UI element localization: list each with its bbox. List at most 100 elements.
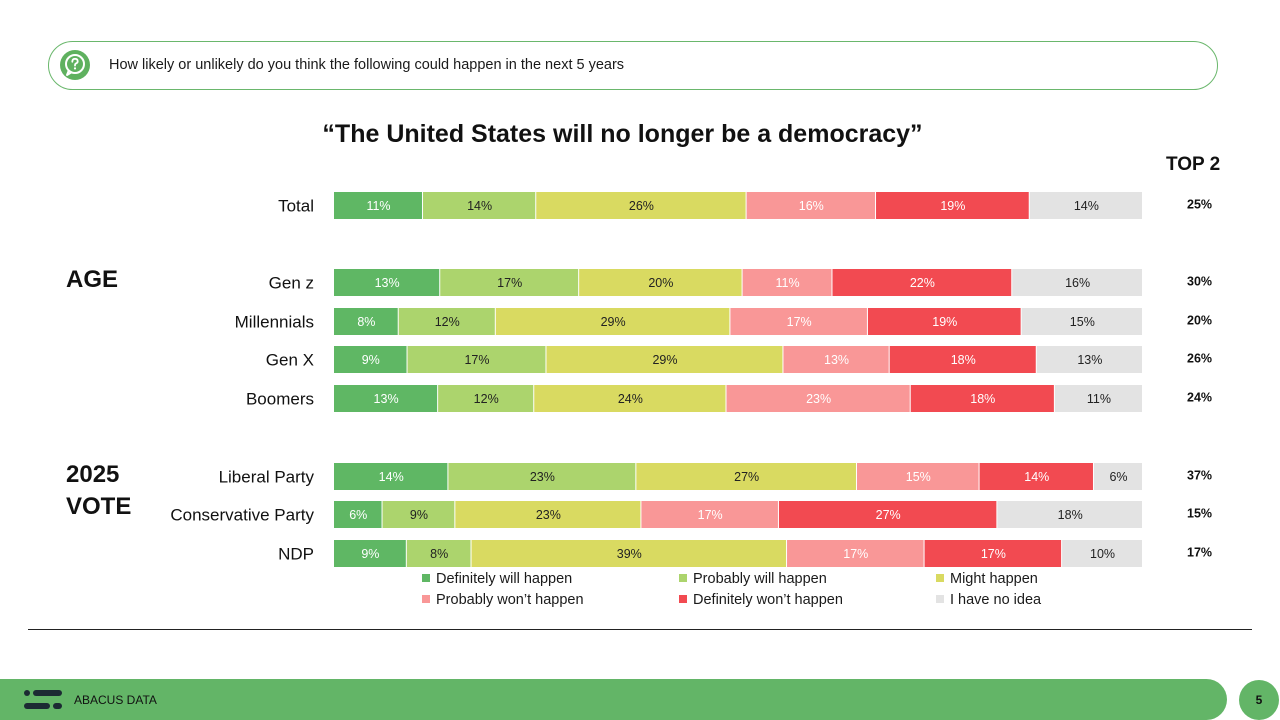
legend-label: Probably will happen (693, 571, 827, 587)
bar-segment-total-i-have-no-idea (1029, 192, 1142, 219)
category-label-gen-x: Gen X (266, 351, 314, 370)
legend-swatch (679, 595, 687, 603)
bar-segment-liberal-party-probably-will-happen (448, 463, 636, 490)
bar-segment-total-probably-will-happen (422, 192, 536, 219)
data-label-millennials-might-happen: 29% (601, 315, 626, 329)
bar-segment-millennials-definitely-won-t-happen (867, 308, 1021, 335)
data-label-liberal-party-probably-won-t-happen: 15% (906, 470, 931, 484)
data-label-liberal-party-definitely-won-t-happen: 14% (1024, 470, 1049, 484)
bar-segment-gen-x-definitely-will-happen (334, 346, 407, 373)
data-label-ndp-definitely-will-happen: 9% (361, 547, 379, 561)
bar-segment-liberal-party-definitely-won-t-happen (979, 463, 1093, 490)
section-label-vote: 2025 VOTE (66, 461, 132, 520)
question-text: How likely or unlikely do you think the … (109, 57, 625, 73)
data-label-gen-z-might-happen: 20% (648, 276, 673, 290)
bar-segment-gen-x-might-happen (546, 346, 783, 373)
stacked-bar-chart: Total 11% 14% 26% 16% 19% 14% 25% Gen z 13% 17% 20%… (170, 192, 1212, 567)
top2-value-conservative-party: 15% (1187, 507, 1212, 521)
bar-segment-boomers-definitely-will-happen (334, 385, 438, 412)
data-label-liberal-party-i-have-no-idea: 6% (1109, 470, 1127, 484)
bar-segment-gen-x-probably-will-happen (407, 346, 546, 373)
data-label-conservative-party-definitely-will-happen: 6% (349, 508, 367, 522)
data-label-gen-x-i-have-no-idea: 13% (1077, 353, 1102, 367)
legend-swatch (422, 574, 430, 582)
question-chat-icon (60, 50, 90, 80)
legend-swatch (422, 595, 430, 603)
top2-header: TOP 2 (1166, 154, 1221, 175)
bar-segment-ndp-probably-will-happen (406, 540, 471, 567)
question-box: How likely or unlikely do you think the … (48, 41, 1218, 90)
bar-segment-gen-z-probably-will-happen (440, 269, 579, 296)
bar-segment-boomers-might-happen (534, 385, 726, 412)
legend-item-might-happen: Might happen (936, 570, 1038, 588)
bar-segment-ndp-might-happen (471, 540, 787, 567)
bar-segment-gen-z-definitely-will-happen (334, 269, 440, 296)
data-label-boomers-might-happen: 24% (618, 392, 643, 406)
bar-segment-ndp-i-have-no-idea (1062, 540, 1142, 567)
data-label-ndp-i-have-no-idea: 10% (1090, 547, 1115, 561)
data-label-gen-z-definitely-will-happen: 13% (375, 276, 400, 290)
bar-segment-conservative-party-probably-won-t-happen (641, 501, 778, 528)
bar-segment-gen-z-probably-won-t-happen (742, 269, 832, 296)
data-label-ndp-definitely-won-t-happen: 17% (981, 547, 1006, 561)
data-label-conservative-party-probably-will-happen: 9% (410, 508, 428, 522)
category-label-boomers: Boomers (246, 390, 314, 409)
data-label-total-probably-won-t-happen: 16% (799, 199, 824, 213)
data-label-gen-z-probably-will-happen: 17% (497, 276, 522, 290)
data-label-total-might-happen: 26% (629, 199, 654, 213)
bar-segment-conservative-party-definitely-won-t-happen (778, 501, 997, 528)
top2-value-gen-z: 30% (1187, 275, 1212, 289)
legend-swatch (936, 574, 944, 582)
data-label-liberal-party-definitely-will-happen: 14% (379, 470, 404, 484)
bar-segment-ndp-definitely-won-t-happen (924, 540, 1062, 567)
bar-segment-total-definitely-will-happen (334, 192, 422, 219)
data-label-boomers-definitely-will-happen: 13% (374, 392, 399, 406)
bar-segment-gen-x-i-have-no-idea (1036, 346, 1142, 373)
category-label-gen-z: Gen z (269, 274, 314, 293)
bar-segment-conservative-party-might-happen (455, 501, 641, 528)
bar-segment-liberal-party-definitely-will-happen (334, 463, 448, 490)
top2-value-total: 25% (1187, 198, 1212, 212)
top2-value-gen-x: 26% (1187, 352, 1212, 366)
data-label-gen-x-definitely-won-t-happen: 18% (951, 353, 976, 367)
divider-line (28, 629, 1252, 630)
data-label-gen-x-definitely-will-happen: 9% (362, 353, 380, 367)
legend-item-definitely-will-happen: Definitely will happen (422, 570, 572, 588)
category-label-millennials: Millennials (235, 313, 314, 332)
top2-value-liberal-party: 37% (1187, 469, 1212, 483)
bar-segment-total-probably-won-t-happen (746, 192, 876, 219)
top2-value-boomers: 24% (1187, 391, 1212, 405)
legend-label: Might happen (950, 571, 1038, 587)
data-label-total-definitely-won-t-happen: 19% (940, 199, 965, 213)
category-label-conservative-party: Conservative Party (170, 506, 314, 525)
top2-value-millennials: 20% (1187, 314, 1212, 328)
bar-segment-millennials-probably-will-happen (398, 308, 495, 335)
abacus-logo-icon (24, 690, 62, 709)
footer-brand: ABACUS DATA (74, 693, 157, 707)
bar-segment-boomers-definitely-won-t-happen (910, 385, 1054, 412)
bar-segment-gen-x-probably-won-t-happen (783, 346, 889, 373)
legend-swatch (679, 574, 687, 582)
bar-segment-conservative-party-definitely-will-happen (334, 501, 382, 528)
data-label-gen-x-probably-will-happen: 17% (464, 353, 489, 367)
bar-segment-total-definitely-won-t-happen (876, 192, 1029, 219)
data-label-millennials-probably-won-t-happen: 17% (787, 315, 812, 329)
data-label-liberal-party-might-happen: 27% (734, 470, 759, 484)
bar-segment-conservative-party-probably-will-happen (382, 501, 455, 528)
data-label-gen-x-might-happen: 29% (652, 353, 677, 367)
category-label-ndp: NDP (278, 545, 314, 564)
data-label-liberal-party-probably-will-happen: 23% (530, 470, 555, 484)
bar-segment-boomers-probably-will-happen (438, 385, 534, 412)
data-label-ndp-probably-will-happen: 8% (430, 547, 448, 561)
bar-segment-ndp-definitely-will-happen (334, 540, 406, 567)
data-label-gen-z-definitely-won-t-happen: 22% (910, 276, 935, 290)
bar-segment-gen-x-definitely-won-t-happen (889, 346, 1036, 373)
legend-swatch (936, 595, 944, 603)
legend-item-i-have-no-idea: I have no idea (936, 591, 1041, 609)
bar-segment-gen-z-i-have-no-idea (1012, 269, 1142, 296)
bar-segment-millennials-i-have-no-idea (1021, 308, 1142, 335)
bar-segment-ndp-probably-won-t-happen (787, 540, 924, 567)
bar-segment-millennials-definitely-will-happen (334, 308, 398, 335)
section-label-age: AGE (66, 266, 119, 293)
bar-segment-boomers-probably-won-t-happen (726, 385, 910, 412)
